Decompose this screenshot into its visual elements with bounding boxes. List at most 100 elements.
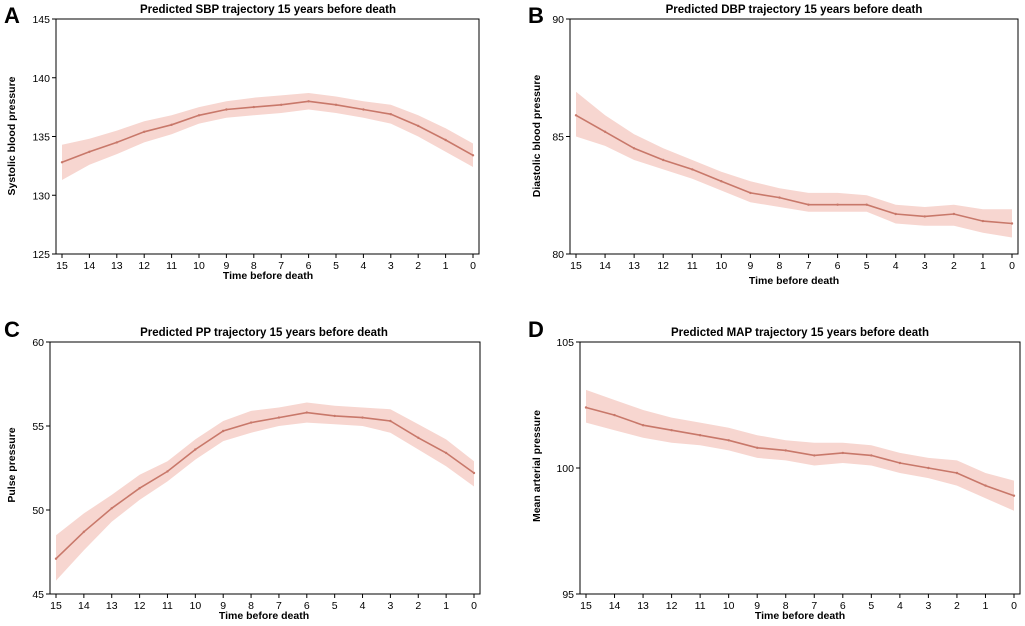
y-tick-label: 100 [556,463,574,475]
data-point [603,130,607,133]
x-tick-label: 14 [84,260,96,272]
data-point [574,114,578,117]
x-tick-label: 8 [248,600,254,612]
panel-a: A Predicted SBP trajectory 15 years befo… [4,3,480,282]
data-point [984,484,987,487]
y-axis-label: Diastolic blood pressure [531,75,543,198]
x-tick-label: 10 [715,260,727,272]
x-tick-label: 9 [223,260,229,272]
x-tick-label: 11 [687,260,698,272]
x-tick-label: 1 [983,600,989,612]
x-tick-label: 12 [657,260,669,272]
y-tick-label: 45 [32,589,44,601]
data-point [955,471,959,475]
data-point [194,448,197,451]
data-point [362,108,365,111]
y-tick-label: 85 [552,132,564,144]
data-point [632,147,636,150]
x-tick-label: 4 [897,600,903,612]
data-point [88,150,91,153]
x-tick-label: 6 [840,600,846,612]
y-tick-label: 140 [32,73,50,85]
data-point [389,113,392,116]
x-tick-label: 15 [570,260,582,272]
panel-b: B Predicted DBP trajectory 15 years befo… [528,3,1019,287]
x-tick-label: 3 [388,260,394,272]
data-point [870,454,873,457]
x-axis-label: Time before death [219,610,309,622]
x-tick-label: 3 [922,260,928,272]
data-point [60,161,64,164]
x-tick-label: 1 [980,260,986,272]
x-tick-label: 5 [868,600,874,612]
x-tick-label: 8 [777,260,783,272]
x-tick-label: 8 [783,600,789,612]
x-tick-label: 13 [637,600,649,612]
data-point [277,416,281,419]
y-tick-label: 135 [32,132,50,144]
data-point [784,449,787,452]
x-tick-label: 8 [251,260,257,272]
data-point [82,530,86,533]
data-point [836,203,839,206]
data-point [981,219,985,223]
trajectory-line [585,406,1015,497]
panel-c: C Predicted PP trajectory 15 years befor… [4,317,481,622]
data-point [170,123,173,127]
data-point [252,105,255,109]
x-tick-label: 9 [747,260,753,272]
x-tick-label: 0 [1011,600,1017,612]
data-point [222,429,225,433]
data-point [280,103,283,107]
x-tick-label: 0 [1009,260,1015,272]
x-tick-label: 5 [332,600,338,612]
y-tick-label: 95 [562,589,574,601]
x-tick-label: 2 [951,260,957,272]
y-tick-label: 125 [32,249,50,261]
data-point [813,454,816,457]
x-tick-label: 7 [806,260,812,272]
y-tick-label: 50 [32,505,44,517]
x-axis-label: Time before death [223,270,313,282]
y-axis-label: Systolic blood pressure [6,76,18,195]
panel-letter: A [4,3,20,28]
panel-letter: C [4,317,20,342]
y-axis-label: Mean arterial pressure [531,410,543,522]
trajectory-line [575,114,1013,225]
x-tick-label: 10 [723,600,735,612]
data-point [471,154,475,157]
data-point [841,451,844,455]
data-point [865,203,868,206]
data-point [444,138,447,142]
data-point [727,439,730,442]
data-point [334,103,338,107]
trajectory-line [61,100,474,164]
x-tick-label: 2 [954,600,960,612]
data-point [894,212,897,216]
x-tick-label: 5 [333,260,339,272]
data-point [613,413,616,417]
data-point [143,130,146,133]
data-point [305,411,308,414]
data-point [807,203,810,206]
data-point [110,507,113,510]
data-point [444,451,448,455]
x-axis-label: Time before death [749,275,839,287]
chart-title: Predicted PP trajectory 15 years before … [140,327,388,339]
data-point [115,141,119,144]
chart-title: Predicted SBP trajectory 15 years before… [140,4,396,16]
x-tick-label: 2 [415,260,421,272]
x-tick-label: 9 [220,600,226,612]
data-point [389,419,392,423]
y-tick-label: 60 [32,337,44,349]
data-point [756,446,759,449]
x-tick-label: 10 [189,600,201,612]
x-tick-label: 6 [304,600,310,612]
x-tick-label: 4 [893,260,899,272]
data-point [778,196,781,199]
y-tick-label: 145 [32,14,50,26]
data-point [1010,222,1014,225]
x-tick-label: 4 [360,260,366,272]
chart-title: Predicted MAP trajectory 15 years before… [671,327,929,339]
